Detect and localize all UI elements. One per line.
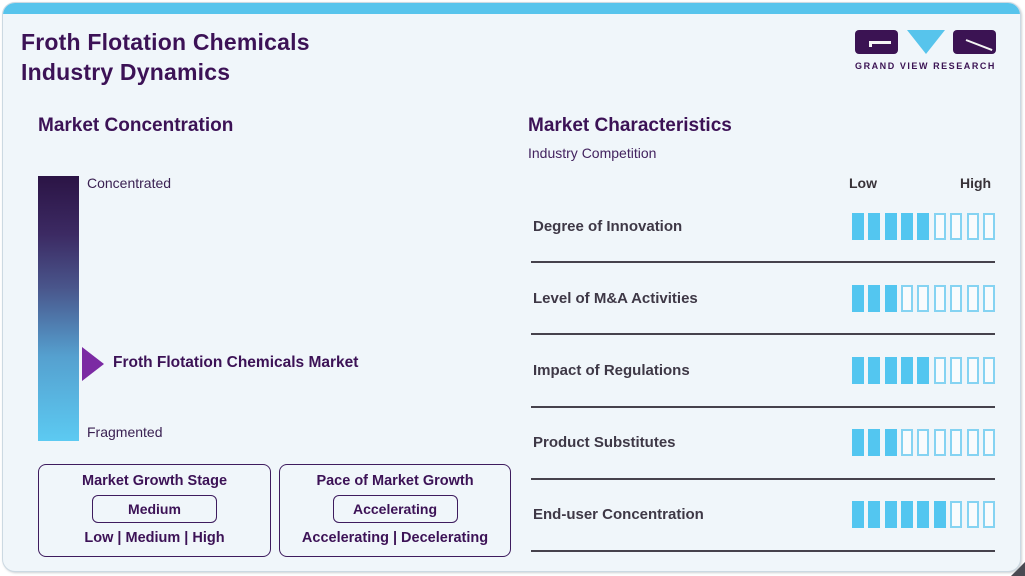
rating-bar-filled [901, 501, 914, 529]
market-position-arrow-icon [82, 347, 104, 381]
market-growth-stage-box: Market Growth Stage Medium Low | Medium … [38, 464, 271, 557]
rating-bar-filled [917, 356, 930, 384]
rating-bar-filled [851, 501, 864, 529]
rating-bar-filled [917, 212, 930, 240]
characteristic-label: Product Substitutes [533, 434, 676, 452]
fragmented-label: Fragmented [87, 424, 163, 440]
concentration-gradient-bar [38, 176, 79, 441]
rating-bar-empty [966, 284, 979, 312]
rating-bar-empty [933, 284, 946, 312]
pace-of-growth-box: Pace of Market Growth Accelerating Accel… [279, 464, 511, 557]
market-concentration-heading: Market Concentration [38, 115, 234, 136]
characteristic-label: End-user Concentration [533, 506, 704, 524]
characteristic-label: Level of M&A Activities [533, 289, 698, 307]
rating-bar-filled [868, 429, 881, 457]
growth-stage-value: Medium [92, 495, 217, 523]
rating-bar-empty [983, 356, 995, 384]
logo-g-glyph [869, 41, 891, 44]
rating-bar-filled [868, 284, 881, 312]
scale-high-label: High [960, 175, 992, 191]
logo-text: GRAND VIEW RESEARCH [855, 61, 996, 71]
rating-bar-empty [950, 501, 963, 529]
rating-bar-filled [884, 429, 897, 457]
rating-bar-empty [966, 356, 979, 384]
rating-bar-empty [983, 284, 995, 312]
characteristics-rows: Degree of Innovation Level of M&A Activi… [531, 191, 995, 552]
rating-bar-filled [884, 356, 897, 384]
rating-bar-empty [917, 284, 930, 312]
grand-view-research-logo: GRAND VIEW RESEARCH [855, 30, 996, 71]
rating-bar-filled [933, 501, 946, 529]
rating-bar-filled [851, 429, 864, 457]
rating-bar-empty [983, 429, 995, 457]
characteristic-label: Degree of Innovation [533, 217, 683, 235]
characteristic-row: End-user Concentration [531, 480, 995, 552]
rating-bar-empty [933, 356, 946, 384]
rating-bars [851, 501, 995, 529]
rating-bar-filled [851, 356, 864, 384]
rating-bar-filled [901, 356, 914, 384]
page-title: Froth Flotation Chemicals Industry Dynam… [21, 27, 310, 87]
scale-low-label: Low [849, 175, 877, 191]
market-position-label: Froth Flotation Chemicals Market [113, 354, 359, 371]
rating-bar-filled [884, 284, 897, 312]
page-title-line2: Industry Dynamics [21, 59, 231, 85]
rating-bars [851, 356, 995, 384]
rating-bar-empty [917, 429, 930, 457]
growth-stage-title: Market Growth Stage [81, 473, 228, 489]
rating-bars [851, 284, 995, 312]
logo-marks [855, 30, 996, 55]
logo-r-block-icon [953, 30, 996, 54]
logo-v-triangle-icon [906, 30, 945, 54]
characteristic-label: Impact of Regulations [533, 361, 690, 379]
rating-bars [851, 429, 995, 457]
rating-bar-filled [884, 212, 897, 240]
rating-bar-empty [966, 501, 979, 529]
growth-stage-options: Low | Medium | High [84, 530, 225, 546]
logo-r-glyph [965, 39, 993, 51]
rating-bar-empty [983, 212, 995, 240]
rating-bar-empty [950, 212, 963, 240]
logo-g-block-icon [855, 30, 898, 54]
rating-bar-empty [950, 356, 963, 384]
rating-bar-filled [868, 212, 881, 240]
rating-bar-empty [933, 429, 946, 457]
rating-bar-filled [851, 212, 864, 240]
characteristic-row: Degree of Innovation [531, 191, 995, 264]
rating-bar-filled [851, 284, 864, 312]
market-characteristics-heading: Market Characteristics [528, 115, 732, 136]
characteristic-row: Product Substitutes [531, 408, 995, 480]
rating-bar-empty [966, 212, 979, 240]
rating-bar-filled [901, 212, 914, 240]
rating-bar-empty [901, 284, 914, 312]
rating-bar-filled [868, 501, 881, 529]
rating-bar-filled [884, 501, 897, 529]
characteristic-row: Impact of Regulations [531, 335, 995, 408]
pace-title: Pace of Market Growth [316, 473, 474, 489]
pace-value: Accelerating [332, 495, 458, 523]
rating-bar-empty [950, 429, 963, 457]
concentrated-label: Concentrated [87, 175, 172, 191]
rating-bar-filled [917, 501, 930, 529]
rating-bar-empty [933, 212, 946, 240]
rating-bar-empty [901, 429, 914, 457]
industry-competition-subheading: Industry Competition [528, 145, 657, 161]
rating-bar-empty [950, 284, 963, 312]
rating-bars [851, 212, 995, 240]
accent-top-strip [3, 3, 1020, 14]
rating-bar-empty [966, 429, 979, 457]
logo-g-glyph-tick [869, 41, 872, 47]
pace-options: Accelerating | Decelerating [301, 530, 489, 546]
rating-bar-empty [983, 501, 995, 529]
page-title-line1: Froth Flotation Chemicals [21, 29, 310, 55]
characteristic-row: Level of M&A Activities [531, 263, 995, 336]
rating-bar-filled [868, 356, 881, 384]
